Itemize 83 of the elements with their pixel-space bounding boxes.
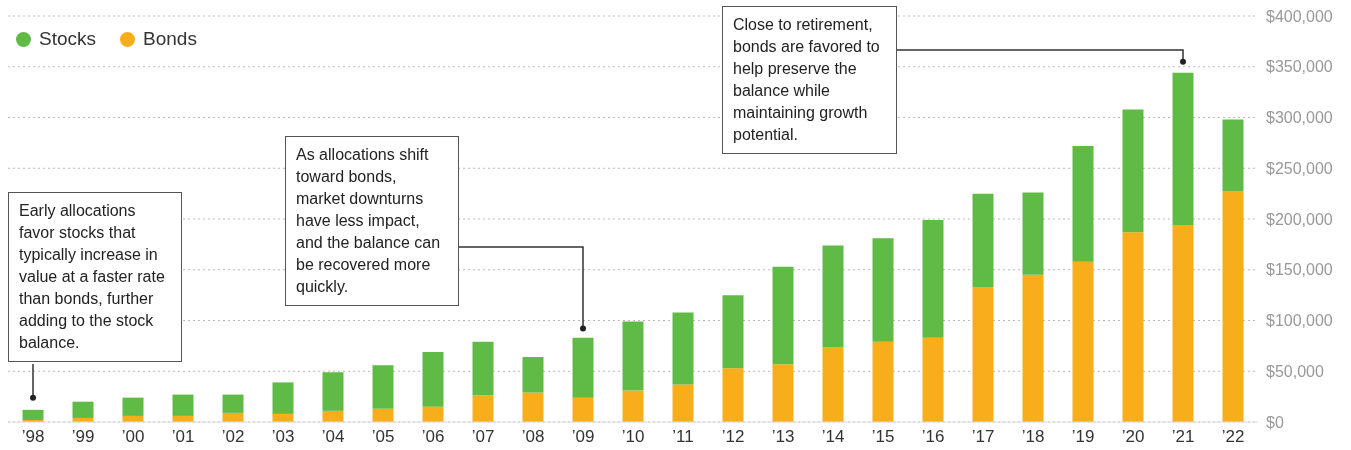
x-tick-label: ’21 (1171, 427, 1195, 447)
bar (372, 365, 394, 409)
bar (572, 397, 594, 422)
bar (322, 372, 344, 411)
bar (1172, 225, 1194, 422)
x-tick-label: ’11 (672, 427, 694, 447)
bar (322, 410, 344, 422)
x-tick-label: ’22 (1221, 427, 1245, 447)
bar (122, 397, 144, 416)
bar (1222, 191, 1244, 422)
bar (1122, 232, 1144, 422)
bar (422, 406, 444, 422)
annotation: As allocations shift toward bonds, market downturns have less impact, and the balance can be recovered more quickly. (285, 136, 459, 306)
x-tick-label: ’99 (71, 427, 95, 447)
y-tick-label: $100,000 (1266, 312, 1333, 330)
bar (1022, 192, 1044, 275)
x-tick-label: ’19 (1071, 427, 1095, 447)
x-tick-label: ’01 (171, 427, 195, 447)
legend-label: Bonds (143, 28, 197, 50)
bar (1172, 72, 1194, 226)
annotation: Close to retirement, bonds are favored to help preserve the balance while maintaining growth potential. (722, 6, 897, 154)
bar (672, 312, 694, 385)
x-tick-label: ’15 (871, 427, 895, 447)
bar (872, 238, 894, 342)
bar (622, 390, 644, 422)
x-tick-label: ’08 (521, 427, 545, 447)
bar (22, 409, 44, 420)
bar (822, 346, 844, 422)
x-tick-label: ’04 (321, 427, 345, 447)
bar (722, 295, 744, 369)
bar (422, 351, 444, 407)
bar (772, 266, 794, 365)
x-tick-label: ’13 (771, 427, 795, 447)
x-tick-label: ’00 (121, 427, 145, 447)
bar (722, 368, 744, 422)
bar (972, 287, 994, 422)
bar (1072, 261, 1094, 422)
annotation: Early allocations favor stocks that typically increase in value at a faster rate than bonds, further adding to the stock balance. (8, 192, 182, 362)
bar (1122, 109, 1144, 233)
bar (872, 341, 894, 422)
x-tick-label: ’10 (621, 427, 645, 447)
y-tick-label: $400,000 (1266, 7, 1333, 25)
x-tick-label: ’98 (21, 427, 45, 447)
y-tick-label: $300,000 (1266, 109, 1333, 127)
y-tick-label: $250,000 (1266, 159, 1333, 177)
y-tick-label: $0 (1266, 413, 1284, 431)
bar (1222, 119, 1244, 192)
bar (672, 384, 694, 422)
bar (1072, 145, 1094, 262)
bar (772, 364, 794, 422)
y-tick-label: $200,000 (1266, 210, 1333, 228)
bar (172, 394, 194, 416)
legend-label: Stocks (39, 28, 97, 50)
x-tick-label: ’02 (221, 427, 245, 447)
x-tick-label: ’09 (571, 427, 595, 447)
bar (472, 341, 494, 396)
x-tick-label: ’03 (271, 427, 295, 447)
x-tick-label: ’20 (1121, 427, 1145, 447)
bar (522, 392, 544, 422)
bar (272, 382, 294, 414)
y-tick-label: $150,000 (1266, 261, 1333, 279)
bar (472, 395, 494, 422)
x-tick-label: ’06 (421, 427, 445, 447)
x-tick-label: ’07 (471, 427, 495, 447)
bar (222, 394, 244, 413)
x-tick-label: ’14 (821, 427, 845, 447)
x-tick-label: ’18 (1021, 427, 1045, 447)
bar (522, 357, 544, 393)
bar (922, 220, 944, 338)
y-tick-label: $350,000 (1266, 58, 1333, 76)
bar (822, 245, 844, 347)
x-tick-label: ’17 (971, 427, 995, 447)
bar (972, 193, 994, 288)
bar (922, 337, 944, 422)
x-tick-label: ’12 (721, 427, 745, 447)
bar (572, 337, 594, 398)
bar (1022, 274, 1044, 422)
bar (622, 321, 644, 391)
bar (372, 408, 394, 422)
y-tick-label: $50,000 (1266, 362, 1324, 380)
x-tick-label: ’16 (921, 427, 945, 447)
x-tick-label: ’05 (371, 427, 395, 447)
bar (72, 401, 94, 418)
